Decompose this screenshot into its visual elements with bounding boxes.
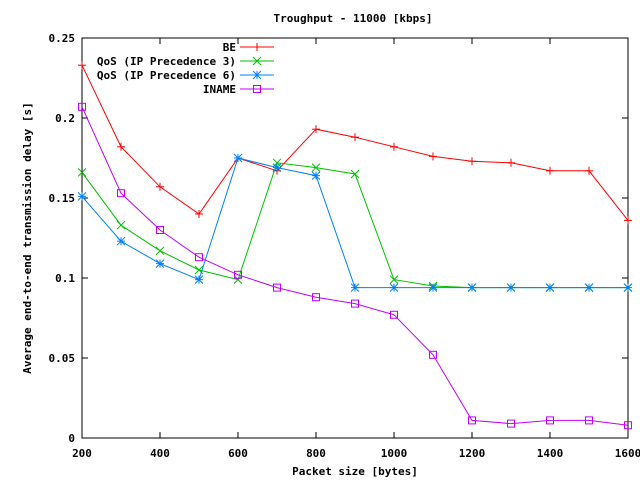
- data-point: [116, 220, 126, 230]
- data-point: [507, 158, 515, 167]
- x-tick-label: 1200: [459, 447, 486, 460]
- data-point: [194, 275, 204, 284]
- legend-marker: [253, 85, 261, 93]
- data-point: [350, 283, 360, 292]
- data-point: [233, 275, 243, 284]
- legend-label: QoS (IP Precedence 6): [97, 69, 236, 82]
- legend-marker: [252, 70, 262, 80]
- x-tick-label: 1600: [615, 447, 640, 460]
- data-point: [545, 283, 555, 292]
- x-axis-title: Packet size [bytes]: [292, 465, 418, 478]
- legend-label: QoS (IP Precedence 3): [97, 55, 236, 68]
- plot-frame: [81, 37, 629, 439]
- legend-entry: INAME: [203, 83, 274, 96]
- tick-labels: 200 400 600 800 1000 1200 1400 1600 0 0.05 0.1 0.15…: [49, 32, 640, 460]
- axis-ticks: [81, 37, 629, 439]
- data-point: [390, 310, 398, 319]
- data-point: [506, 283, 516, 292]
- legend-entry: BE: [223, 41, 274, 54]
- data-point: [623, 283, 633, 292]
- y-tick-label: 0: [68, 432, 75, 445]
- data-point: [117, 142, 125, 151]
- series-iname: [78, 102, 632, 430]
- data-point: [546, 166, 554, 175]
- data-point: [389, 283, 399, 292]
- data-point: [155, 246, 165, 256]
- data-point: [155, 259, 165, 268]
- x-tick-label: 1400: [537, 447, 564, 460]
- data-point: [233, 153, 243, 163]
- data-point: [429, 350, 437, 359]
- data-point: [468, 416, 476, 425]
- data-point: [546, 416, 554, 425]
- legend-label: BE: [223, 41, 236, 54]
- x-tick-label: 600: [228, 447, 248, 460]
- data-point: [195, 210, 203, 218]
- data-point: [429, 152, 437, 161]
- y-tick-label: 0.2: [55, 112, 75, 125]
- data-point: [468, 157, 476, 166]
- y-tick-label: 0.1: [55, 272, 75, 285]
- y-axis-title: Average end-to-end transmission delay [s…: [21, 102, 34, 374]
- data-point: [350, 169, 360, 179]
- data-point: [156, 226, 164, 234]
- legend-label: INAME: [203, 83, 236, 96]
- data-point: [351, 133, 359, 142]
- data-point: [351, 299, 359, 308]
- y-tick-label: 0.25: [49, 32, 76, 45]
- legend-entry: QoS (IP Precedence 3): [97, 55, 274, 68]
- data-point: [312, 125, 320, 134]
- series-qos-ip-precedence-6: [77, 153, 633, 292]
- x-tick-label: 800: [306, 447, 326, 460]
- legend-marker: [252, 56, 262, 66]
- data-point: [311, 171, 321, 180]
- data-point: [195, 253, 203, 262]
- data-point: [156, 182, 164, 191]
- data-point: [311, 163, 321, 172]
- data-point: [428, 283, 438, 292]
- data-point: [273, 283, 281, 292]
- legend-entry: QoS (IP Precedence 6): [97, 69, 274, 82]
- data-point: [117, 189, 125, 198]
- series-layer: [77, 61, 633, 430]
- data-point: [624, 216, 632, 225]
- x-tick-label: 200: [72, 447, 92, 460]
- data-point: [585, 166, 593, 175]
- data-point: [390, 142, 398, 151]
- data-point: [77, 192, 87, 201]
- data-point: [234, 270, 242, 279]
- data-point: [116, 236, 126, 246]
- data-point: [584, 283, 594, 292]
- series-be: [78, 61, 632, 225]
- data-point: [585, 416, 593, 425]
- data-point: [507, 419, 515, 428]
- data-point: [389, 275, 399, 284]
- data-point: [78, 61, 86, 70]
- data-point: [78, 102, 86, 111]
- chart-title: Troughput - 11000 [kbps]: [274, 12, 433, 25]
- data-point: [624, 421, 632, 430]
- legend-marker: [253, 43, 261, 51]
- series-line: [81, 106, 629, 426]
- data-point: [312, 293, 320, 302]
- data-point: [272, 163, 282, 172]
- data-point: [467, 283, 477, 292]
- y-tick-label: 0.15: [49, 192, 76, 205]
- y-tick-label: 0.05: [49, 352, 76, 365]
- x-tick-label: 1000: [381, 447, 408, 460]
- data-point: [77, 168, 87, 177]
- x-tick-label: 400: [150, 447, 170, 460]
